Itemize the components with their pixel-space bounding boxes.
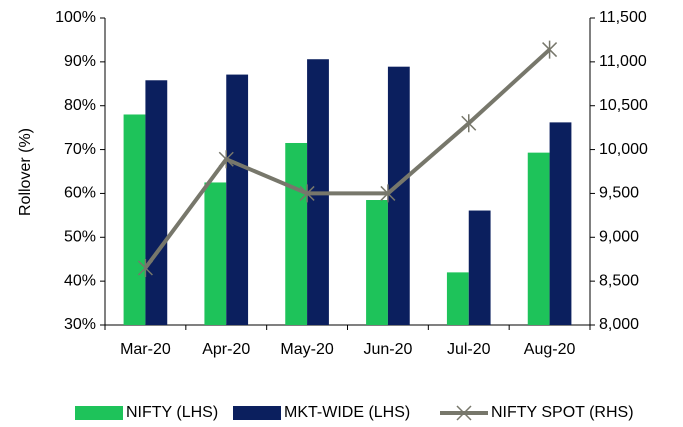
y-tick-label: 60% xyxy=(64,185,96,202)
y-tick-label: 90% xyxy=(64,53,96,70)
marker xyxy=(542,40,558,59)
y-tick-label: 50% xyxy=(64,229,96,246)
x-tick-label: Apr-20 xyxy=(202,341,250,358)
marker xyxy=(299,184,315,203)
bar xyxy=(387,66,410,325)
y-tick-label: 70% xyxy=(64,141,96,158)
bar xyxy=(468,210,491,325)
legend-marker xyxy=(456,405,472,421)
y2-tick-label: 11,000 xyxy=(599,53,647,70)
y-axis-label: Rollover (%) xyxy=(17,128,34,216)
y-tick-label: 40% xyxy=(64,272,96,289)
y-tick-label: 80% xyxy=(64,97,96,114)
bar xyxy=(549,122,572,325)
bar xyxy=(226,74,249,325)
marker xyxy=(137,258,153,277)
line xyxy=(143,48,551,270)
x-tick-label: Mar-20 xyxy=(120,341,171,358)
x-tick-label: May-20 xyxy=(280,341,333,358)
marker xyxy=(461,114,477,133)
y2-tick-label: 8,500 xyxy=(599,272,639,289)
bar xyxy=(204,182,227,325)
legend-label: NIFTY SPOT (RHS) xyxy=(491,404,634,421)
y2-tick-label: 9,500 xyxy=(599,185,639,202)
bar xyxy=(145,80,168,325)
marker xyxy=(218,150,234,169)
y2-tick-label: 11,500 xyxy=(599,9,647,26)
y-tick-label: 100% xyxy=(55,9,96,26)
y2-tick-label: 8,000 xyxy=(599,316,639,333)
x-tick-label: Jun-20 xyxy=(363,341,412,358)
y2-tick-label: 10,500 xyxy=(599,97,648,114)
bar xyxy=(285,142,308,325)
y2-tick-label: 10,000 xyxy=(599,141,648,158)
y2-tick-label: 9,000 xyxy=(599,229,639,246)
legend-label: MKT-WIDE (LHS) xyxy=(284,404,410,421)
x-tick-label: Aug-20 xyxy=(524,341,576,358)
bar xyxy=(366,200,388,325)
bar xyxy=(527,152,550,325)
legend-swatch xyxy=(75,406,123,420)
x-tick-label: Jul-20 xyxy=(447,341,491,358)
legend-label: NIFTY (LHS) xyxy=(126,404,218,421)
y-tick-label: 30% xyxy=(64,316,96,333)
legend-swatch xyxy=(233,406,281,420)
bar xyxy=(123,114,146,325)
marker xyxy=(380,184,396,203)
bar xyxy=(446,272,469,325)
